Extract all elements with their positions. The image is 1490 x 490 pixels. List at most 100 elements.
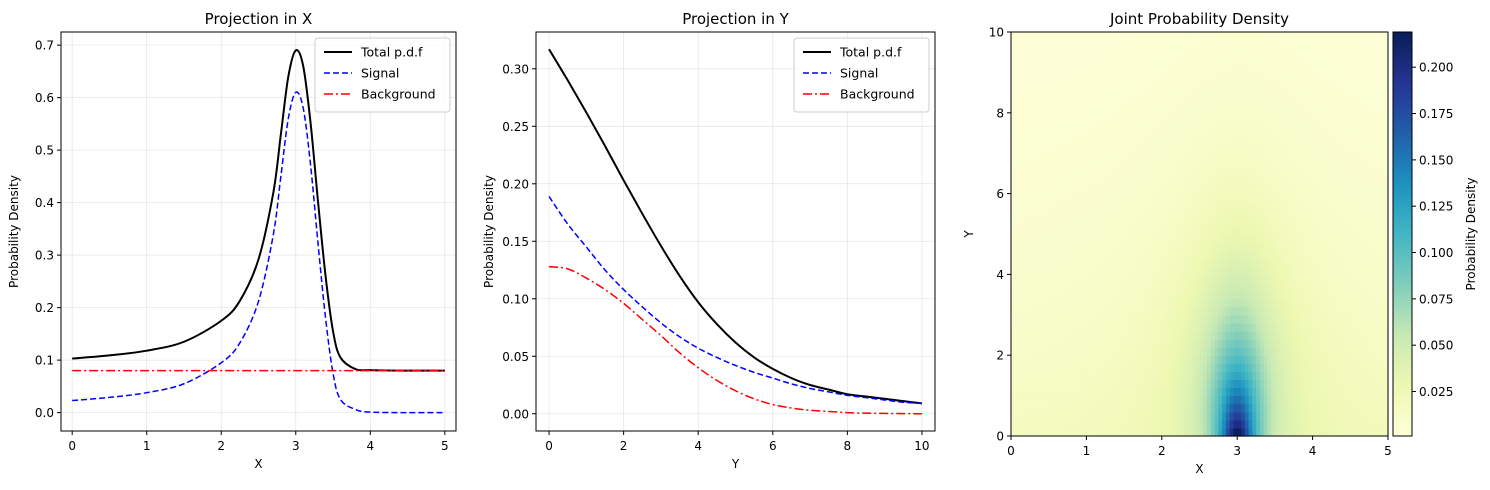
heatmap-cell — [1052, 347, 1057, 356]
heatmap-cell — [1150, 306, 1155, 316]
heatmap-cell — [1297, 120, 1302, 130]
heatmap-cell — [1323, 48, 1329, 57]
heatmap-cell — [1305, 161, 1310, 170]
heatmap-cell — [1180, 88, 1186, 98]
heatmap-cell — [1320, 56, 1325, 65]
heatmap-cell — [1063, 88, 1069, 98]
heatmap-cell — [1052, 298, 1057, 308]
heatmap-cell — [1041, 419, 1046, 429]
heatmap-cell — [1207, 258, 1212, 267]
heatmap-cell — [1327, 306, 1333, 316]
heatmap-cell — [1116, 48, 1121, 57]
heatmap-cell — [1350, 120, 1355, 130]
heatmap-cell — [1097, 80, 1103, 90]
heatmap-cell — [1105, 266, 1110, 275]
heatmap-cell — [1282, 161, 1287, 170]
x-tick-label: 4 — [366, 439, 374, 453]
heatmap-cell — [1082, 363, 1087, 372]
heatmap-cell — [1323, 234, 1329, 243]
heatmap-cell — [1372, 306, 1378, 316]
heatmap-cell — [1293, 201, 1299, 211]
heatmap-cell — [1252, 120, 1257, 130]
heatmap-cell — [1350, 387, 1355, 397]
heatmap-cell — [1063, 387, 1069, 397]
heatmap-cell — [1154, 209, 1159, 219]
heatmap-cell — [1286, 137, 1291, 146]
heatmap-cell — [1233, 209, 1238, 219]
heatmap-cell — [1199, 411, 1204, 421]
heatmap-cell — [1146, 193, 1152, 203]
heatmap-cell — [1116, 411, 1121, 421]
heatmap-cell — [1289, 225, 1295, 235]
heatmap-cell — [1124, 137, 1129, 146]
heatmap-cell — [1063, 411, 1069, 421]
heatmap-cell — [1327, 250, 1333, 259]
heatmap-cell — [1188, 225, 1193, 235]
heatmap-cell — [1305, 177, 1310, 187]
legend-label: Signal — [840, 66, 878, 81]
heatmap-cell — [1312, 137, 1317, 146]
heatmap-cell — [1176, 177, 1182, 187]
heatmap-cell — [1188, 217, 1193, 227]
heatmap-cell — [1090, 258, 1095, 267]
heatmap-cell — [1229, 250, 1235, 259]
heatmap-cell — [1286, 234, 1291, 243]
heatmap-cell — [1244, 419, 1250, 429]
heatmap-cell — [1120, 387, 1125, 397]
heatmap-cell — [1093, 427, 1099, 437]
heatmap-cell — [1350, 306, 1355, 316]
heatmap-cell — [1376, 347, 1382, 356]
heatmap-cell — [1308, 363, 1314, 372]
heatmap-cell — [1293, 80, 1299, 90]
heatmap-cell — [1150, 193, 1155, 203]
heatmap-cell — [1225, 242, 1231, 251]
heatmap-cell — [1256, 137, 1261, 146]
heatmap-cell — [1316, 193, 1321, 203]
heatmap-cell — [1210, 209, 1216, 219]
heatmap-cell — [1293, 371, 1299, 381]
heatmap-cell — [1376, 330, 1382, 340]
heatmap-cell — [1078, 379, 1084, 389]
heatmap-cell — [1225, 161, 1231, 170]
heatmap-cell — [1327, 96, 1333, 106]
heatmap-cell — [1142, 72, 1148, 82]
heatmap-cell — [1093, 363, 1099, 372]
heatmap-cell — [1293, 56, 1299, 65]
heatmap-cell — [1188, 88, 1193, 98]
heatmap-cell — [1335, 395, 1340, 405]
heatmap-cell — [1180, 217, 1186, 227]
heatmap-cell — [1244, 427, 1250, 437]
heatmap-cell — [1097, 258, 1103, 267]
heatmap-cell — [1150, 137, 1155, 146]
heatmap-cell — [1199, 266, 1204, 275]
heatmap-cell — [1214, 363, 1219, 372]
heatmap-cell — [1214, 48, 1219, 57]
heatmap-cell — [1116, 395, 1121, 405]
heatmap-cell — [1124, 427, 1129, 437]
heatmap-cell — [1293, 72, 1299, 82]
heatmap-cell — [1154, 234, 1159, 243]
heatmap-cell — [1131, 314, 1137, 324]
heatmap-cell — [1372, 145, 1378, 154]
heatmap-cell — [1112, 427, 1118, 437]
heatmap-cell — [1286, 322, 1291, 332]
heatmap-cell — [1044, 96, 1050, 106]
heatmap-cell — [1161, 104, 1167, 114]
heatmap-cell — [1029, 153, 1035, 162]
heatmap-cell — [1214, 193, 1219, 203]
heatmap-cell — [1090, 56, 1095, 65]
heatmap-cell — [1142, 96, 1148, 106]
heatmap-cell — [1169, 339, 1174, 348]
heatmap-cell — [1093, 274, 1099, 284]
heatmap-cell — [1365, 322, 1370, 332]
heatmap-cell — [1214, 177, 1219, 187]
heatmap-cell — [1161, 217, 1167, 227]
heatmap-cell — [1029, 339, 1035, 348]
heatmap-cell — [1131, 403, 1137, 413]
heatmap-cell — [1191, 298, 1197, 308]
heatmap-cell — [1082, 355, 1087, 364]
heatmap-cell — [1014, 379, 1020, 389]
heatmap-cell — [1158, 56, 1163, 65]
heatmap-cell — [1274, 96, 1280, 106]
heatmap-cell — [1044, 225, 1050, 235]
